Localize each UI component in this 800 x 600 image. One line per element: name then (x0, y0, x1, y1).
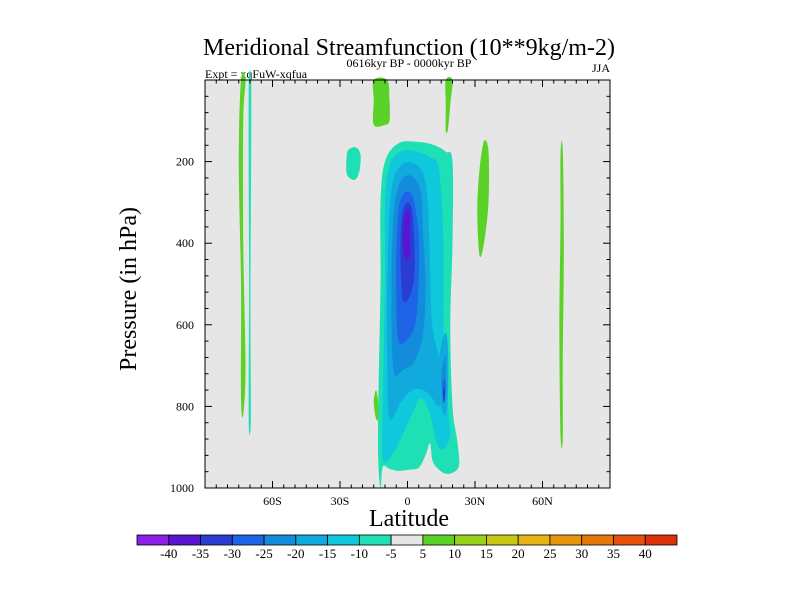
colorbar-swatch (613, 534, 646, 546)
contour-pos-mid-strip (477, 140, 490, 258)
contour-neg-left-strip (248, 69, 252, 435)
colorbar-swatch (644, 534, 678, 546)
colorbar-swatch (327, 534, 360, 546)
colorbar-swatch (136, 534, 170, 546)
colorbar-swatch (295, 534, 328, 546)
y-tick-label: 400 (176, 236, 194, 250)
y-axis-label: Pressure (in hPa) (116, 207, 142, 371)
colorbar-label: -35 (192, 546, 209, 561)
y-tick-label: 800 (176, 399, 194, 413)
colorbar-label: -10 (351, 546, 368, 561)
colorbar-labels: -40 -35 -30 -25 -20 -15 -10 -5 5 10 15 20 25 30 35 40 (160, 546, 652, 561)
colorbar-label: -40 (160, 546, 177, 561)
x-tick-label: 30N (465, 494, 486, 508)
colorbar-swatch (390, 534, 424, 546)
colorbar-swatch (231, 534, 265, 546)
contour-pos-left-strip (238, 72, 246, 418)
colorbar-label: -30 (224, 546, 241, 561)
contour-pos-top-strip (372, 77, 390, 127)
colorbar-swatch (454, 534, 487, 546)
colorbar-label: -20 (287, 546, 304, 561)
colorbar-swatch (581, 534, 614, 546)
chart-title: Meridional Streamfunction (10**9kg/m-2) (203, 35, 615, 61)
colorbar-swatch (263, 534, 297, 546)
y-tick-label: 200 (176, 155, 194, 169)
x-tick-label: 60N (532, 494, 553, 508)
colorbar-label: 35 (607, 546, 620, 561)
x-tick-label: 0 (405, 494, 411, 508)
colorbar-swatch (486, 534, 519, 546)
colorbar-label: -15 (319, 546, 336, 561)
contour-neg-main-core-35 (403, 209, 411, 261)
colorbar-swatch (549, 534, 583, 546)
colorbar-label: -5 (386, 546, 397, 561)
x-tick-label: 30S (331, 494, 350, 508)
y-tick-labels: 200 400 600 800 1000 (170, 155, 194, 495)
contour-pos-right-strip (559, 140, 564, 449)
colorbar-label: -25 (255, 546, 272, 561)
x-axis-label: Latitude (369, 506, 449, 532)
colorbar (136, 534, 678, 546)
colorbar-swatch (168, 534, 201, 546)
colorbar-swatch (517, 534, 551, 546)
contour-pos-lower-small (373, 390, 379, 421)
y-tick-label: 600 (176, 318, 194, 332)
subtitle-right: JJA (592, 61, 610, 75)
x-tick-labels: 60S 30S 0 30N 60N (263, 494, 553, 508)
colorbar-label: 40 (639, 546, 652, 561)
colorbar-label: 5 (420, 546, 427, 561)
colorbar-label: 15 (480, 546, 493, 561)
contour-pos-strip-20n-top (445, 76, 453, 134)
colorbar-label: 20 (512, 546, 525, 561)
subtitle-left: Expt = xqFuW-xqfua (205, 67, 308, 81)
colorbar-label: 10 (448, 546, 461, 561)
axis-ticks (204, 79, 611, 489)
colorbar-label: 25 (543, 546, 556, 561)
colorbar-swatch (422, 534, 456, 546)
subtitle-center: 0616kyr BP - 0000kyr BP (347, 56, 472, 70)
colorbar-label: 30 (575, 546, 588, 561)
contour-neg-left-blob (346, 147, 361, 180)
colorbar-swatch (200, 534, 233, 546)
x-tick-label: 60S (263, 494, 282, 508)
colorbar-swatch (358, 534, 392, 546)
contour-regions (238, 69, 564, 489)
contour-neg-lower-30 (442, 387, 445, 403)
y-tick-label: 1000 (170, 481, 194, 495)
